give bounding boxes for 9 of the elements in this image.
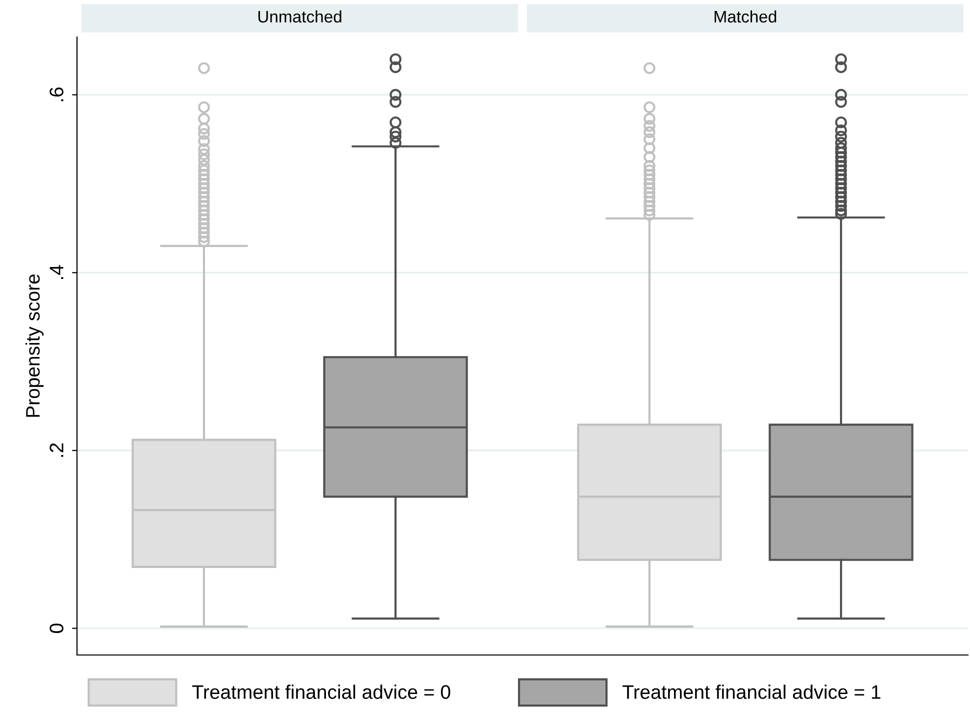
legend-label: Treatment financial advice = 1 [622,684,880,699]
legend-label: Treatment financial advice = 0 [192,684,450,699]
y-tick-label: 0 [50,624,64,633]
y-tick-label: .2 [50,443,64,457]
y-tick-label: .6 [50,88,64,102]
y-tick-label: .4 [50,265,64,279]
y-axis-title: Propensity score [25,274,44,417]
x-tick-label: Unmatched [258,10,342,23]
x-tick-label: Matched [714,10,776,23]
